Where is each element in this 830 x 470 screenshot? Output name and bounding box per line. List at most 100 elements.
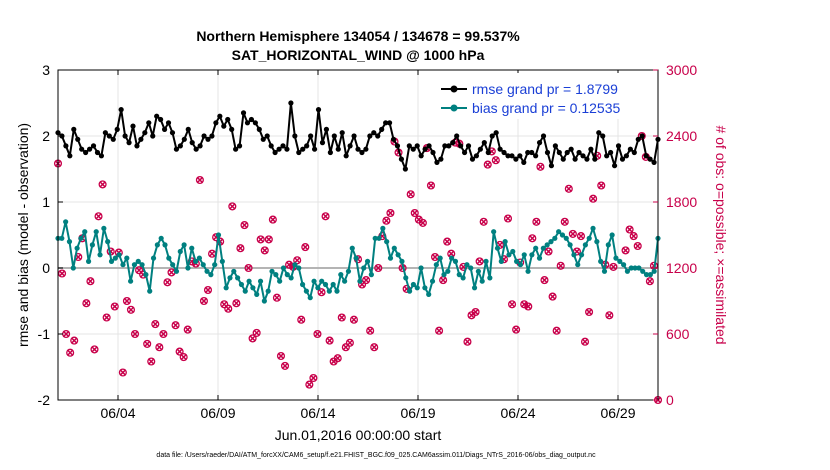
obs-assimilated-point bbox=[443, 238, 451, 245]
bias-point bbox=[261, 298, 267, 304]
plot-area bbox=[58, 70, 658, 400]
bias-point bbox=[529, 252, 535, 258]
obs-assimilated-point bbox=[281, 362, 289, 370]
obs-assimilated-point bbox=[147, 358, 155, 365]
rmse-point bbox=[288, 100, 294, 106]
rmse-point bbox=[529, 149, 535, 156]
legend-rmse-label: rmse grand pr = 1.8799 bbox=[472, 81, 618, 97]
bias-point bbox=[254, 291, 260, 297]
rmse-point bbox=[465, 143, 472, 149]
bias-point bbox=[548, 239, 554, 245]
obs-possible-point bbox=[321, 212, 330, 221]
obs-assimilated-point bbox=[253, 329, 260, 337]
rmse-point bbox=[461, 149, 468, 156]
obs-assimilated-point bbox=[374, 264, 382, 272]
obs-possible-point bbox=[240, 221, 249, 230]
obs-possible-point bbox=[183, 325, 192, 334]
bias-point bbox=[177, 248, 183, 255]
obs-assimilated-point bbox=[249, 335, 256, 342]
obs-assimilated-point bbox=[318, 288, 325, 296]
rmse-point bbox=[430, 149, 436, 156]
obs-possible-point bbox=[268, 215, 277, 224]
obs-possible-point bbox=[171, 321, 180, 330]
rmse-point bbox=[556, 149, 562, 156]
obs-assimilated-point bbox=[366, 327, 374, 335]
obs-possible-point bbox=[560, 217, 569, 226]
obs-possible-point bbox=[503, 214, 513, 223]
bias-point bbox=[212, 262, 218, 268]
obs-assimilated-point bbox=[350, 316, 358, 324]
rmse-point bbox=[489, 133, 495, 139]
bias-point bbox=[651, 268, 657, 274]
rmse-point bbox=[446, 143, 452, 149]
obs-assimilated-point bbox=[224, 305, 232, 313]
obs-possible-point bbox=[362, 276, 371, 285]
obs-assimilated-point bbox=[338, 314, 346, 321]
bias-point bbox=[59, 235, 65, 241]
obs-possible-point bbox=[297, 315, 306, 324]
bias-point bbox=[617, 258, 623, 264]
bias-point bbox=[196, 255, 203, 261]
rmse-point bbox=[315, 107, 322, 113]
obs-possible-point bbox=[90, 345, 99, 354]
bias-point bbox=[586, 235, 592, 241]
bias-point bbox=[521, 252, 527, 258]
rmse-point bbox=[339, 130, 345, 136]
obs-assimilated-point bbox=[387, 209, 394, 217]
obs-assimilated-point bbox=[83, 299, 90, 307]
obs-assimilated-point bbox=[520, 300, 528, 308]
y-tick-label: 1 bbox=[42, 194, 50, 210]
obs-possible-point bbox=[220, 300, 229, 309]
obs-possible-point bbox=[94, 212, 103, 221]
obs-possible-point bbox=[508, 300, 517, 309]
bias-point bbox=[66, 239, 73, 245]
obs-possible-point bbox=[228, 202, 237, 211]
bias-point bbox=[170, 262, 176, 268]
obs-assimilated-point bbox=[630, 232, 638, 240]
y-axis-right-label: # of obs: o=possible; ×=assimilated bbox=[713, 125, 729, 344]
obs-assimilated-point bbox=[334, 354, 342, 362]
rmse-point bbox=[130, 123, 136, 129]
bias-point bbox=[433, 262, 439, 268]
obs-possible-point bbox=[370, 343, 379, 352]
rmse-point bbox=[177, 143, 183, 149]
bias-point bbox=[449, 255, 455, 261]
rmse-point bbox=[639, 133, 645, 139]
rmse-point bbox=[438, 156, 444, 162]
bias-point bbox=[590, 225, 596, 231]
obs-assimilated-point bbox=[545, 248, 552, 255]
bias-point bbox=[506, 252, 512, 258]
bias-point bbox=[609, 232, 615, 238]
obs-possible-point bbox=[58, 269, 67, 278]
rmse-point bbox=[71, 126, 77, 132]
rmse-point bbox=[576, 149, 582, 156]
obs-assimilated-point bbox=[241, 221, 248, 229]
obs-assimilated-point bbox=[435, 327, 443, 335]
bias-point bbox=[368, 272, 374, 278]
obs-assimilated-point bbox=[306, 381, 313, 388]
rmse-point bbox=[568, 146, 574, 152]
bias-point bbox=[120, 262, 126, 268]
bias-point bbox=[525, 268, 531, 274]
rmse-point bbox=[304, 143, 310, 149]
obs-possible-point bbox=[556, 261, 565, 270]
obs-assimilated-point bbox=[143, 340, 151, 348]
rmse-point bbox=[458, 143, 464, 149]
rmse-point bbox=[501, 149, 507, 156]
obs-assimilated-point bbox=[196, 176, 204, 184]
obs-possible-point bbox=[82, 299, 91, 308]
obs-possible-point bbox=[544, 247, 553, 256]
chart-title: Northern Hemisphere 134054 / 134678 = 99… bbox=[196, 28, 520, 44]
bias-point bbox=[517, 262, 524, 268]
bias-point bbox=[513, 258, 520, 264]
y-right-tick-label: 2400 bbox=[666, 128, 697, 144]
rmse-point bbox=[442, 143, 448, 149]
rmse-point bbox=[335, 146, 341, 152]
obs-possible-point bbox=[345, 338, 354, 347]
rmse-point bbox=[635, 136, 641, 142]
bias-point bbox=[235, 275, 241, 281]
y-right-tick-label: 1200 bbox=[666, 260, 697, 276]
rmse-point bbox=[390, 136, 397, 142]
rmse-point bbox=[398, 156, 405, 162]
